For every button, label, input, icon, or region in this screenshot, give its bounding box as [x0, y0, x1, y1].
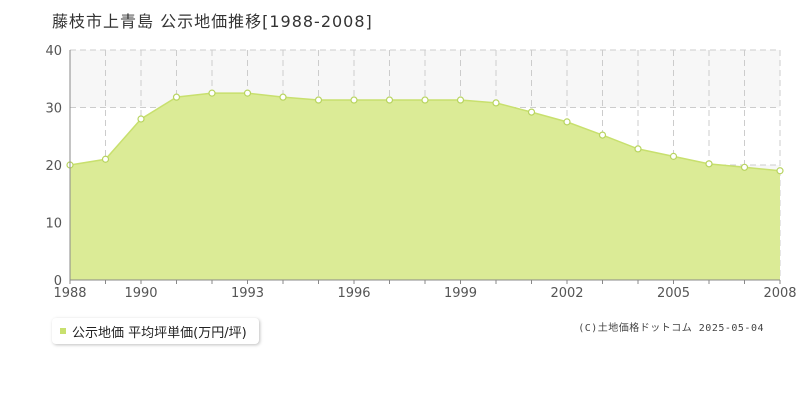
x-tick-label: 1996: [337, 286, 370, 301]
data-point: [705, 160, 713, 168]
data-point: [563, 118, 571, 126]
data-point: [421, 96, 429, 104]
data-point: [776, 167, 784, 175]
data-point: [137, 115, 145, 123]
data-point: [314, 96, 323, 104]
data-point: [456, 96, 465, 104]
legend-label: 公示地価 平均坪単価(万円/坪): [72, 325, 247, 341]
x-tick-label: 1999: [444, 286, 477, 301]
x-tick-label: 1990: [124, 286, 157, 301]
series-area: [70, 93, 780, 280]
y-tick-label: 20: [45, 159, 62, 174]
data-point: [492, 99, 500, 107]
y-tick-label: 0: [54, 274, 62, 289]
legend-swatch: [60, 328, 66, 334]
data-point: [598, 131, 607, 139]
chart-title: 藤枝市上青島 公示地価推移[1988-2008]: [52, 12, 373, 31]
data-point: [669, 152, 678, 160]
data-point: [243, 89, 252, 97]
data-point: [279, 93, 287, 101]
x-tick-label: 1993: [231, 286, 264, 301]
x-tick-label: 2005: [657, 286, 690, 301]
x-tick-label: 1988: [53, 286, 86, 301]
x-tick-label: 2008: [763, 286, 796, 301]
data-point: [350, 96, 358, 104]
y-tick-label: 30: [45, 102, 62, 117]
data-point: [101, 155, 110, 163]
copyright-text: (C)土地価格ドットコム 2025-05-04: [578, 323, 764, 334]
data-point: [740, 163, 749, 171]
x-tick-label: 2002: [550, 286, 583, 301]
data-point: [527, 108, 536, 116]
legend: 公示地価 平均坪単価(万円/坪): [52, 318, 259, 344]
y-tick-label: 10: [45, 217, 62, 232]
y-tick-label: 40: [45, 44, 62, 59]
data-point: [634, 145, 642, 153]
data-point: [172, 93, 181, 101]
data-point: [208, 89, 216, 97]
data-point: [385, 96, 394, 104]
